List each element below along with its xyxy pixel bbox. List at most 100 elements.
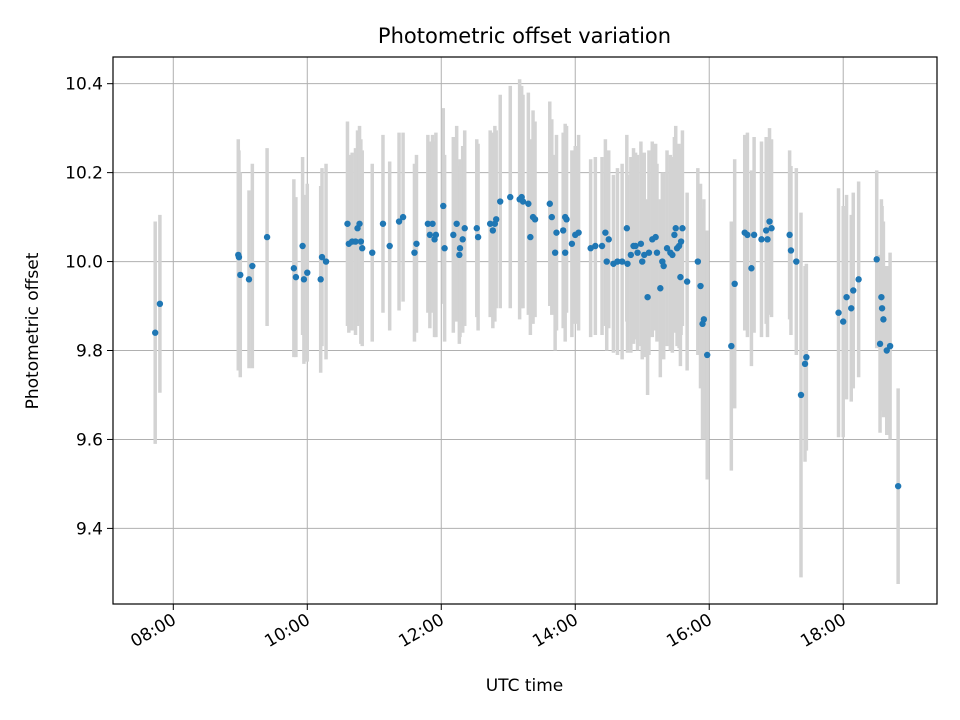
data-point [886,342,894,350]
data-point [873,256,880,263]
data-point [758,236,765,243]
data-point [728,342,735,350]
data-point [677,273,684,281]
data-point [704,351,711,359]
data-point [614,258,621,265]
data-point [459,236,466,243]
data-point [235,253,243,261]
chart-title: Photometric offset variation [378,24,671,48]
data-point [660,262,667,270]
data-point [429,220,436,227]
data-point [671,231,678,239]
data-point [292,273,300,281]
data-point [750,231,758,239]
data-point [299,242,306,250]
data-point [618,258,626,265]
data-point [546,200,553,207]
data-point [843,293,850,301]
data-point [766,218,773,225]
data-point [245,276,253,283]
data-point [379,220,387,227]
data-point [645,249,653,256]
data-point [531,216,539,223]
y-tick-label: 9.6 [76,430,103,450]
data-point [290,265,298,272]
y-tick-label: 10.4 [65,75,103,95]
data-point [627,251,635,259]
data-point [551,249,559,256]
data-point [764,236,771,243]
y-tick-label: 9.4 [76,519,103,539]
data-point [249,262,256,270]
data-point [399,213,407,221]
data-point [441,245,448,252]
data-point [563,216,570,223]
data-point [677,238,685,245]
data-point [486,220,494,227]
data-point [492,216,500,223]
data-point [598,242,606,250]
data-point [878,293,885,301]
data-point [489,227,497,234]
data-point [453,220,460,227]
data-point [559,227,567,234]
data-point [553,229,560,236]
data-point [603,258,610,265]
data-point [835,309,842,316]
data-point [850,287,857,294]
data-point [855,276,862,283]
data-point [652,233,659,241]
data-point [507,193,514,201]
data-point [424,220,432,227]
data-point [461,225,468,232]
data-point [344,220,351,227]
data-point [592,242,599,250]
data-points [152,193,902,490]
data-point [450,231,457,239]
data-point [575,229,582,236]
y-axis-ticks: 9.4 9.6 9.8 10.0 10.2 10.4 [65,75,113,539]
data-point [768,225,775,232]
data-point [527,233,534,241]
data-point [878,305,886,312]
data-point [786,231,793,239]
data-point [605,236,612,243]
data-point [801,360,809,368]
data-point [697,282,704,290]
data-point [395,218,403,225]
data-point [456,251,463,259]
data-point [602,229,609,236]
data-point [632,242,639,250]
data-point [679,225,686,232]
data-point [519,198,527,205]
data-point [848,305,855,312]
data-point [731,280,738,288]
data-point [525,200,532,207]
data-point [473,225,480,232]
data-point [318,253,326,261]
data-point [793,258,800,265]
data-point [683,278,691,285]
data-point [432,231,440,239]
y-tick-label: 10.2 [65,164,103,184]
data-point [356,220,363,227]
data-point [644,293,651,301]
data-point [352,238,359,245]
data-point [624,260,631,267]
data-point [426,231,434,239]
data-point [669,251,676,259]
data-point [411,249,418,256]
data-point [744,231,751,239]
data-point [634,249,641,256]
data-point [263,233,271,241]
data-point [357,238,365,245]
data-point [663,245,671,252]
data-point [639,258,646,265]
data-point [880,316,887,323]
data-point [883,347,890,354]
data-point [237,271,244,279]
data-point [440,202,447,210]
data-point [369,249,376,256]
data-point [700,316,708,323]
